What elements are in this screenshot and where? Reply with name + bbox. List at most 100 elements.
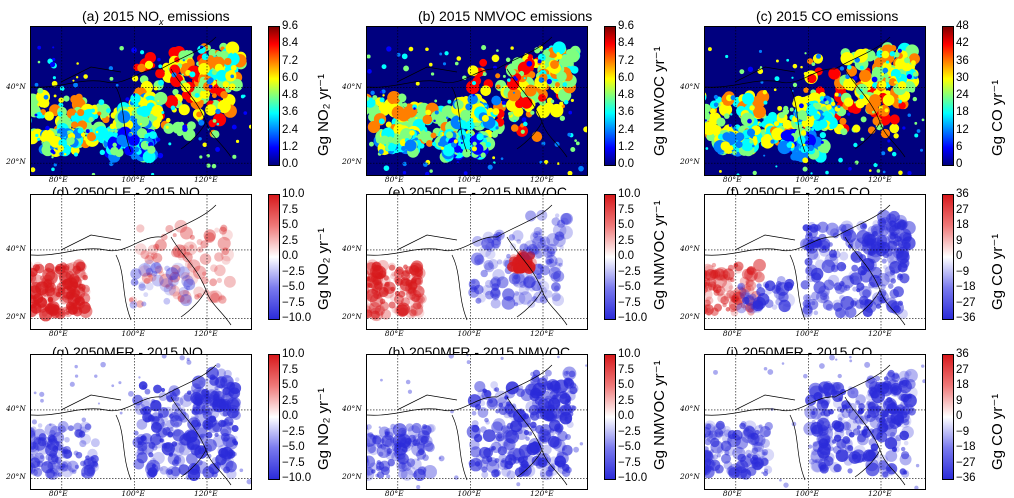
colorbar-tick: 7.5 <box>282 204 298 216</box>
colorbar-tick: 7.5 <box>282 364 298 376</box>
lon-label: 100°E <box>457 329 481 338</box>
colorbar-tick: 9.6 <box>282 20 298 32</box>
colorbar-tick: 0.0 <box>282 250 298 262</box>
colorbar <box>604 26 616 166</box>
colorbar <box>268 354 280 480</box>
colorbar-tick: 48 <box>956 20 969 32</box>
colorbar-tick: 42 <box>956 37 969 49</box>
lon-label: 80°E <box>385 175 404 184</box>
colorbar-unit-label: Gg NO₂ yr⁻¹ <box>314 74 332 156</box>
colorbar-tick: 0 <box>956 410 962 422</box>
colorbar-tick: −5.0 <box>618 441 641 453</box>
lon-label: 80°E <box>723 175 742 184</box>
colorbar-tick: 1.2 <box>282 141 298 153</box>
colorbar-tick: 8.4 <box>282 37 298 49</box>
emission-map <box>30 26 252 176</box>
lat-label: 20°N <box>342 157 362 166</box>
colorbar <box>942 194 954 320</box>
lon-label: 120°E <box>530 175 554 184</box>
colorbar-tick: 2.4 <box>282 124 298 136</box>
colorbar-tick: −2.5 <box>618 426 641 438</box>
colorbar <box>604 194 616 320</box>
emission-map <box>704 26 926 176</box>
colorbar-unit-label: Gg NMVOC yr⁻¹ <box>650 46 668 156</box>
colorbar-tick: 0.0 <box>618 250 634 262</box>
colorbar-tick: 3.6 <box>282 106 298 118</box>
colorbar-tick: 36 <box>956 348 969 360</box>
colorbar-tick: −9 <box>956 266 969 278</box>
colorbar <box>942 26 954 166</box>
colorbar-unit-label: Gg NO₂ yr⁻¹ <box>314 228 332 310</box>
lon-label: 80°E <box>49 489 68 498</box>
colorbar-tick: 27 <box>956 364 969 376</box>
lat-label: 40°N <box>680 244 700 253</box>
emission-map <box>30 194 252 330</box>
lon-label: 100°E <box>795 489 819 498</box>
colorbar-tick: 36 <box>956 55 969 67</box>
colorbar-tick: 2.5 <box>282 235 298 247</box>
colorbar-tick: −9 <box>956 426 969 438</box>
colorbar-tick: 7.5 <box>618 204 634 216</box>
colorbar-tick: 0.0 <box>282 158 298 170</box>
lat-label: 20°N <box>342 312 362 321</box>
colorbar-tick: 0 <box>956 158 962 170</box>
colorbar-tick: 5.0 <box>282 379 298 391</box>
lon-label: 100°E <box>457 489 481 498</box>
panel-title: (c) 2015 CO emissions <box>756 8 898 24</box>
colorbar-tick: 5.0 <box>618 219 634 231</box>
lat-label: 40°N <box>6 82 26 91</box>
emission-map <box>704 194 926 330</box>
colorbar-tick: 6.0 <box>618 72 634 84</box>
lon-label: 100°E <box>795 329 819 338</box>
lon-label: 80°E <box>49 175 68 184</box>
colorbar-tick: −27 <box>956 457 976 469</box>
colorbar-tick: 24 <box>956 89 969 101</box>
lat-label: 40°N <box>342 404 362 413</box>
lat-label: 20°N <box>6 157 26 166</box>
lon-label: 100°E <box>795 175 819 184</box>
lon-label: 120°E <box>530 489 554 498</box>
colorbar-tick: 5.0 <box>282 219 298 231</box>
colorbar <box>942 354 954 480</box>
lon-label: 100°E <box>121 489 145 498</box>
lat-label: 40°N <box>6 404 26 413</box>
colorbar-tick: 36 <box>956 188 969 200</box>
lon-label: 80°E <box>385 329 404 338</box>
colorbar-tick: 8.4 <box>618 37 634 49</box>
colorbar-unit-label: Gg NO₂ yr⁻¹ <box>314 388 332 470</box>
colorbar-tick: −2.5 <box>282 426 305 438</box>
colorbar-tick: 7.5 <box>618 364 634 376</box>
colorbar-unit-label: Gg CO yr⁻¹ <box>988 234 1006 310</box>
colorbar-tick: 18 <box>956 379 969 391</box>
lon-label: 100°E <box>457 175 481 184</box>
lon-label: 120°E <box>868 329 892 338</box>
colorbar-tick: 6 <box>956 141 962 153</box>
lat-label: 40°N <box>680 404 700 413</box>
lon-label: 120°E <box>194 489 218 498</box>
colorbar-tick: −5.0 <box>282 441 305 453</box>
emission-map <box>366 354 588 490</box>
lat-label: 40°N <box>6 244 26 253</box>
lat-label: 20°N <box>680 312 700 321</box>
lat-label: 40°N <box>680 82 700 91</box>
colorbar-tick: 1.2 <box>618 141 634 153</box>
colorbar-tick: −5.0 <box>618 281 641 293</box>
colorbar-tick: 0.0 <box>282 410 298 422</box>
colorbar-tick: 10.0 <box>282 348 304 360</box>
colorbar-tick: −7.5 <box>282 457 305 469</box>
colorbar-tick: −36 <box>956 472 976 484</box>
colorbar-tick: 4.8 <box>282 89 298 101</box>
lon-label: 80°E <box>49 329 68 338</box>
colorbar-tick: 2.4 <box>618 124 634 136</box>
colorbar-tick: 4.8 <box>618 89 634 101</box>
colorbar-tick: −18 <box>956 281 976 293</box>
colorbar-tick: −7.5 <box>618 457 641 469</box>
lat-label: 20°N <box>342 472 362 481</box>
colorbar-tick: 2.5 <box>282 395 298 407</box>
colorbar-tick: 10.0 <box>282 188 304 200</box>
colorbar-tick: 7.2 <box>618 55 634 67</box>
lon-label: 120°E <box>868 489 892 498</box>
colorbar-tick: 30 <box>956 72 969 84</box>
panel-title: (a) 2015 NOx emissions <box>82 8 230 27</box>
colorbar-tick: −10.0 <box>618 472 647 484</box>
